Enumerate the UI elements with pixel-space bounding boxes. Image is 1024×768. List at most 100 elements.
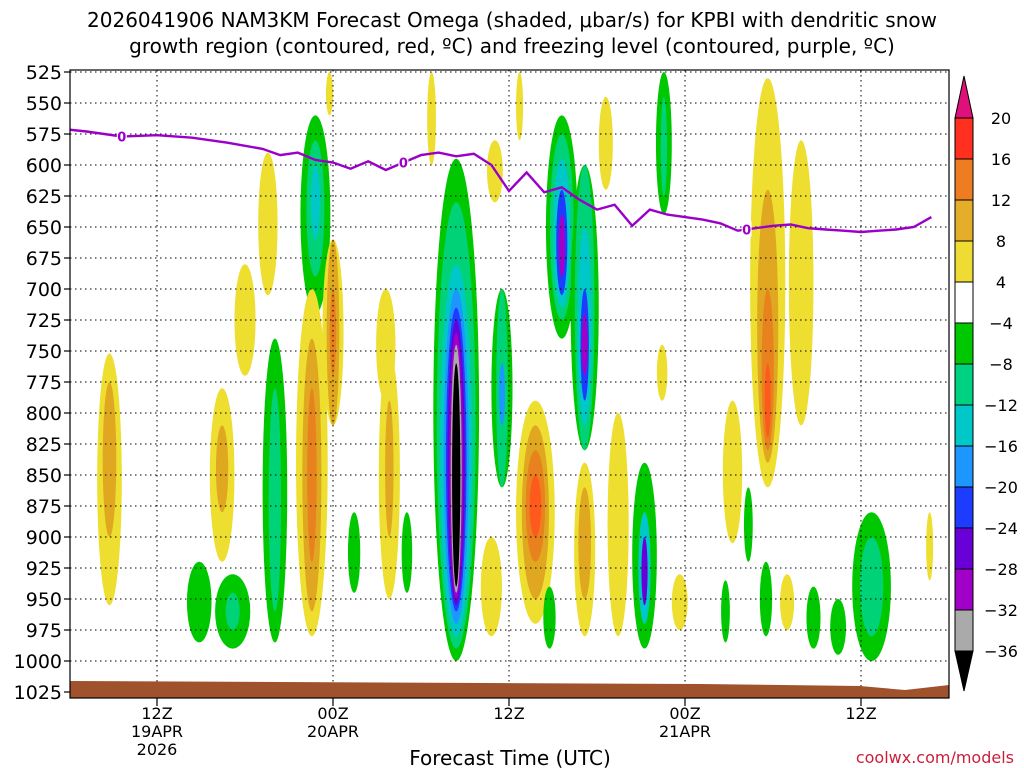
omega-cell-rise-h32-low-4 (607, 412, 629, 637)
omega-cell-rise-h38-4 (722, 400, 743, 544)
y-tick-label-900: 900 (26, 527, 62, 549)
x-tick-label-36-1: 21APR (659, 722, 711, 741)
omega-cell-rise-h35-low-4 (671, 574, 688, 630)
omega-cell-rise-h42-4 (788, 140, 814, 426)
colorbar-box-9 (954, 486, 974, 529)
colorbar-box-6 (954, 363, 974, 406)
omega-cell-sink-h30-mid--28 (581, 313, 588, 376)
colorbar-label-3: 8 (996, 232, 1006, 251)
omega-shading (97, 72, 934, 661)
omega-cell-rise-h46-right-4 (926, 512, 934, 581)
colorbar-box-0 (954, 117, 974, 160)
omega-cell-sink-h28-low--4 (543, 586, 556, 649)
omega-cell-sink-h20-low--4 (401, 512, 413, 593)
chart-title-line1: 2026041906 NAM3KM Forecast Omega (shaded… (87, 8, 937, 32)
omega-cell-sink-low-h10--8 (225, 592, 240, 631)
y-axis: 525 550 575 600 625 650 675 700 725 750 775 800 825 8… (14, 62, 70, 704)
y-tick-label-850: 850 (26, 465, 62, 487)
omega-cell-sink-h12--8 (268, 388, 282, 612)
y-tick-label-725: 725 (26, 310, 62, 332)
credit-text: coolwx.com/models (856, 748, 1014, 767)
colorbar-box-8 (954, 445, 974, 488)
y-tick-label-950: 950 (26, 589, 62, 611)
freezing-level-label-1: 0 (399, 157, 408, 172)
omega-cell-lower-rise-h3-8 (102, 382, 117, 537)
omega-cell-sink-h39-low--4 (743, 487, 753, 562)
x-tick-label-36-0: 00Z (669, 704, 700, 723)
omega-cell-lower-rise-h9-8 (215, 425, 229, 513)
y-tick-label-1025: 1025 (14, 682, 62, 704)
y-tick-label-925: 925 (26, 558, 62, 580)
y-tick-label-975: 975 (26, 620, 62, 642)
colorbar-label-6: −8 (989, 355, 1013, 374)
colorbar-label-4: 4 (996, 273, 1006, 292)
y-tick-label-825: 825 (26, 434, 62, 456)
y-tick-label-650: 650 (26, 217, 62, 239)
y-tick-label-750: 750 (26, 341, 62, 363)
omega-cell-rise-h26-high-4 (516, 72, 524, 141)
colorbar-label-8: −16 (984, 437, 1018, 456)
colorbar: 20 16 12 8 4 −4 −8 −12 −16 −20 −24 −28 −32 −36 (954, 75, 1018, 692)
x-tick-label-16-1: 20APR (307, 722, 359, 741)
omega-cell-rise-h40-16 (764, 363, 771, 438)
omega-cell-rise-h14-12 (307, 388, 317, 562)
freezing-level-line (70, 128, 932, 234)
y-tick-label-600: 600 (26, 155, 62, 177)
y-tick-label-800: 800 (26, 403, 62, 425)
omega-cell-sink-h38-low--4 (721, 580, 730, 643)
omega-cell-rise-h19-8 (385, 400, 394, 537)
freezing-level-label-2: 0 (742, 223, 751, 238)
colorbar-bottom-arrow (954, 650, 974, 692)
x-tick-label-16-0: 00Z (317, 704, 348, 723)
y-tick-label-575: 575 (26, 124, 62, 146)
colorbar-box-11 (954, 568, 974, 611)
omega-cell-sink-h17--4 (347, 512, 361, 593)
omega-cell-rise-h42-low-4 (780, 574, 795, 630)
omega-cell-sink-h43--4 (806, 586, 821, 649)
x-tick-label-6-0: 12Z (141, 704, 172, 723)
freezing-label-bg-2 (741, 221, 752, 237)
omega-cell-sink-h44-low--4 (830, 599, 847, 655)
x-tick-label-46-0: 12Z (845, 704, 876, 723)
omega-cell-rise-h31-upper-4 (598, 96, 613, 190)
y-tick-label-550: 550 (26, 93, 62, 115)
omega-cell-rise-h25-low-4 (480, 537, 502, 637)
colorbar-label-5: −4 (989, 314, 1013, 333)
y-tick-label-625: 625 (26, 186, 62, 208)
y-tick-label-525: 525 (26, 62, 62, 84)
omega-cell-sink-upper-h15--12 (310, 165, 320, 240)
y-tick-label-875: 875 (26, 496, 62, 518)
chart-title-line2: growth region (contoured, red, ºC) and f… (129, 34, 895, 58)
colorbar-box-7 (954, 404, 974, 447)
terrain-ground (70, 681, 949, 698)
omega-cell-sink-h33--24 (641, 537, 648, 606)
colorbar-top-arrow (954, 75, 974, 119)
omega-cell-sink-h46--8 (859, 537, 884, 637)
colorbar-label-10: −24 (984, 519, 1018, 538)
x-tick-label-6-2: 2026 (137, 740, 178, 759)
colorbar-label-9: −20 (984, 478, 1018, 497)
y-tick-label-700: 700 (26, 279, 62, 301)
y-tick-label-675: 675 (26, 248, 62, 270)
freezing-label-bg-0 (116, 128, 127, 144)
colorbar-box-3 (954, 240, 974, 283)
omega-cell-rise-h34-mid-4 (656, 344, 668, 401)
colorbar-label-12: −32 (984, 601, 1018, 620)
x-tick-label-26-0: 12Z (493, 704, 524, 723)
omega-cell-upper-rise-h12-4 (258, 152, 278, 296)
colorbar-box-10 (954, 527, 974, 570)
omega-cell-rise-h16-upper-4 (325, 72, 334, 116)
colorbar-box-4 (954, 281, 974, 324)
omega-cell-rise-h15-upper-12 (329, 289, 337, 376)
omega-cell-sink-h29--28 (558, 214, 565, 277)
omega-cell-sink-h8--4 (186, 561, 212, 643)
freezing-level-label-0: 0 (117, 130, 126, 145)
omega-cell-sink-h25--16 (498, 363, 505, 426)
colorbar-label-0: 20 (991, 109, 1011, 128)
colorbar-box-12 (954, 609, 974, 652)
y-tick-label-775: 775 (26, 372, 62, 394)
omega-cell-rise-h30-low-8 (578, 487, 592, 599)
freezing-level-contour: 0 0 0 (70, 128, 932, 238)
